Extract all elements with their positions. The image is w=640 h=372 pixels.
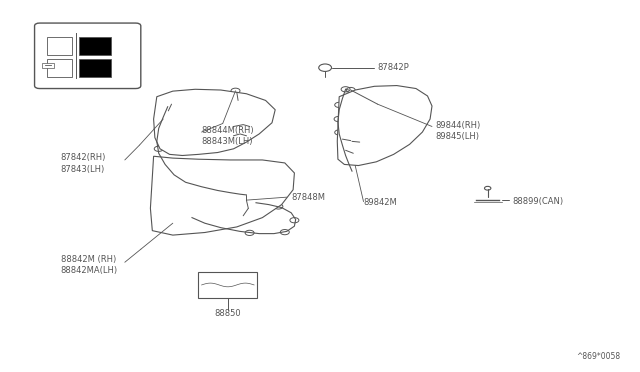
Text: 88842M (RH)
88842MA(LH): 88842M (RH) 88842MA(LH) bbox=[61, 255, 118, 275]
Text: 88850: 88850 bbox=[214, 309, 241, 318]
Polygon shape bbox=[337, 86, 432, 166]
Text: 89844(RH)
89845(LH): 89844(RH) 89845(LH) bbox=[435, 121, 481, 141]
Text: 88899(CAN): 88899(CAN) bbox=[512, 197, 563, 206]
Bar bbox=[79, 60, 111, 77]
FancyBboxPatch shape bbox=[35, 23, 141, 89]
Bar bbox=[42, 63, 54, 68]
Bar bbox=[198, 272, 257, 298]
Bar bbox=[79, 37, 111, 55]
Polygon shape bbox=[154, 89, 275, 155]
Bar bbox=[47, 37, 72, 55]
Text: 87842P: 87842P bbox=[378, 63, 410, 72]
Text: 89842M: 89842M bbox=[364, 198, 397, 207]
Bar bbox=[47, 60, 72, 77]
Text: 87842(RH)
87843(LH): 87842(RH) 87843(LH) bbox=[61, 154, 106, 174]
Text: 88844M(RH)
88843M(LH): 88844M(RH) 88843M(LH) bbox=[202, 126, 254, 146]
Text: ^869*0058: ^869*0058 bbox=[577, 352, 621, 361]
Polygon shape bbox=[150, 156, 294, 235]
Text: 87848M: 87848M bbox=[291, 193, 325, 202]
